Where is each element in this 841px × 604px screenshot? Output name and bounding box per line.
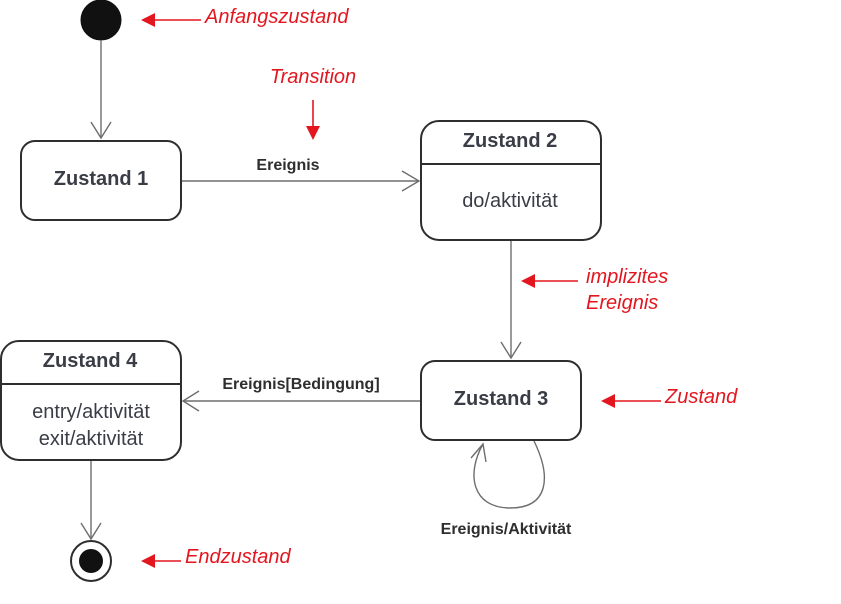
- state-zustand-4: Zustand 4 entry/aktivität exit/aktivität: [0, 340, 182, 461]
- state-box: [20, 140, 182, 221]
- annotation-zustand: Zustand: [601, 386, 738, 408]
- transition-label-ereignis: Ereignis: [256, 157, 319, 174]
- annotation-implizites-ereignis: implizites Ereignis: [521, 266, 668, 314]
- initial-state-node: [80, 0, 122, 41]
- state-activity-do: do/aktivität: [462, 190, 558, 212]
- annotation-label: Endzustand: [185, 546, 292, 568]
- arrowhead: [500, 341, 522, 360]
- state-zustand-3: Zustand 3: [420, 360, 582, 441]
- annotation-endzustand: Endzustand: [141, 546, 292, 568]
- state-title: Zustand 2: [463, 130, 557, 152]
- self-transition-zustand3: [470, 440, 546, 509]
- callout-arrowhead: [141, 554, 155, 568]
- state-title: Zustand 1: [54, 168, 148, 190]
- callout-arrowhead: [521, 274, 535, 288]
- state-zustand-2: Zustand 2 do/aktivität: [420, 120, 602, 241]
- final-state-dot: [79, 549, 103, 573]
- annotation-label: Anfangszustand: [204, 6, 349, 28]
- transition-initial-to-zustand1: [90, 40, 112, 140]
- state-title: Zustand 3: [454, 388, 548, 410]
- transition-zustand4-to-final: [80, 461, 102, 541]
- transition-zustand1-to-zustand2: [181, 170, 421, 192]
- arrowhead: [90, 121, 112, 140]
- transition-zustand2-to-zustand3: [500, 241, 522, 360]
- arrowhead: [470, 442, 487, 463]
- annotation-label: Zustand: [664, 386, 738, 408]
- annotation-label-line1: implizites: [586, 266, 668, 288]
- callout-arrowhead: [141, 13, 155, 27]
- state-activity-exit: exit/aktivität: [39, 428, 144, 450]
- annotation-label-line2: Ereignis: [586, 292, 658, 314]
- transition-zustand3-to-zustand4: [181, 390, 420, 412]
- state-zustand-1: Zustand 1: [20, 140, 182, 221]
- state-activity-entry: entry/aktivität: [32, 401, 150, 423]
- arrowhead: [401, 170, 421, 192]
- self-loop-line: [473, 440, 546, 509]
- callout-arrowhead: [306, 126, 320, 140]
- callout-arrowhead: [601, 394, 615, 408]
- annotation-label: Transition: [270, 66, 356, 88]
- state-title: Zustand 4: [43, 350, 138, 372]
- state-box: [420, 120, 602, 241]
- arrowhead: [80, 522, 102, 541]
- annotation-transition: Transition: [270, 66, 356, 140]
- state-box: [0, 340, 182, 461]
- state-box: [420, 360, 582, 441]
- annotation-anfangszustand: Anfangszustand: [141, 6, 349, 28]
- transition-label-ereignis-aktivitaet: Ereignis/Aktivität: [441, 521, 572, 538]
- transition-label-ereignis-bedingung: Ereignis[Bedingung]: [222, 376, 379, 393]
- final-state-node: [70, 540, 112, 582]
- arrowhead: [181, 390, 200, 412]
